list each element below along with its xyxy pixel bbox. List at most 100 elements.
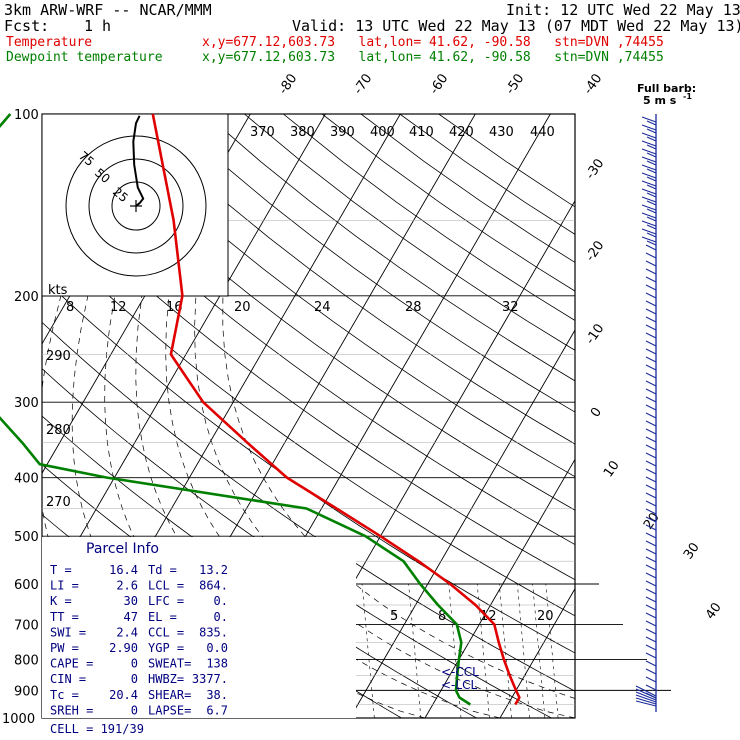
pressure-label: 500 bbox=[14, 530, 39, 545]
temperature-profile bbox=[151, 113, 521, 706]
wind-barb bbox=[645, 548, 657, 555]
wind-barb bbox=[646, 192, 657, 198]
dry-adiabat-line bbox=[49, 114, 575, 511]
wind-barb bbox=[641, 172, 657, 179]
parcel-param-label: K = bbox=[50, 594, 72, 608]
isotherm-label: 10 bbox=[601, 458, 623, 480]
moist-adiabat-line bbox=[194, 295, 575, 718]
wind-barb bbox=[645, 284, 657, 291]
barb-legend-line1: Full barb: bbox=[637, 82, 696, 95]
isotherm-label: -30 bbox=[583, 156, 607, 182]
parcel-cell: CELL = 191/39 bbox=[50, 722, 144, 736]
model-title: 3km ARW-WRF -- NCAR/MMM bbox=[4, 1, 212, 19]
wind-barb bbox=[641, 228, 657, 235]
parcel-param-value: 138 bbox=[206, 657, 228, 671]
wind-barb bbox=[646, 176, 657, 182]
valid-time: Valid: 13 UTC Wed 22 May 13 (07 MDT Wed … bbox=[292, 17, 740, 35]
wind-barb bbox=[641, 124, 657, 131]
mixing-ratio-label: 5 bbox=[390, 609, 398, 624]
mixing-ratio-label: 8 bbox=[438, 609, 446, 624]
parcel-param-value: 835. bbox=[199, 625, 228, 639]
wind-barb bbox=[646, 224, 657, 230]
dry-adiabat-line bbox=[88, 114, 575, 478]
temperature-info: x,y=677.12,603.73 lat,lon= 41.62, -90.58… bbox=[202, 35, 664, 50]
parcel-param-label: SWI = bbox=[50, 625, 86, 639]
parcel-param-label: TT = bbox=[50, 610, 79, 624]
wind-barb bbox=[646, 216, 657, 222]
wind-barb bbox=[645, 300, 657, 307]
moist-adiabat-line bbox=[222, 295, 575, 699]
wind-barb bbox=[645, 452, 657, 459]
wind-barb bbox=[645, 340, 657, 347]
dewpoint-info: x,y=677.12,603.73 lat,lon= 41.62, -90.58… bbox=[202, 50, 664, 65]
parcel-param-value: 38. bbox=[206, 688, 228, 702]
parcel-param-label: YGP = bbox=[148, 641, 184, 655]
wind-barb bbox=[641, 204, 657, 211]
mixing-ratio-line bbox=[498, 583, 512, 718]
wind-barb bbox=[635, 691, 657, 701]
isotherm-line bbox=[349, 329, 575, 718]
wind-barb bbox=[646, 152, 657, 158]
forecast-value: 1 h bbox=[84, 17, 112, 35]
wind-barb bbox=[635, 694, 657, 703]
wind-barb bbox=[645, 444, 657, 451]
wind-barb bbox=[645, 404, 657, 411]
wind-barb bbox=[645, 276, 657, 283]
parcel-param-value: 0. bbox=[214, 610, 228, 624]
parcel-param-value: 2.6 bbox=[116, 579, 138, 593]
wind-barb bbox=[641, 188, 657, 195]
isotherm-line bbox=[650, 114, 740, 718]
mixing-ratio-line bbox=[545, 583, 559, 718]
pressure-label: 700 bbox=[14, 618, 39, 633]
parcel-param-value: 20.4 bbox=[109, 688, 138, 702]
mixing-ratio-line bbox=[532, 583, 546, 718]
parcel-param-label: CAPE = bbox=[50, 657, 93, 671]
wind-barb bbox=[646, 160, 657, 166]
dry-adiabat-line bbox=[42, 145, 575, 545]
pressure-label: 100 bbox=[14, 108, 39, 123]
wind-barb bbox=[641, 196, 657, 203]
theta-label: 410 bbox=[409, 125, 434, 140]
temperature-legend: Temperature bbox=[6, 35, 93, 50]
wind-barb bbox=[645, 476, 657, 483]
mixing-ratio-line bbox=[361, 583, 375, 718]
isotherm-label: 40 bbox=[703, 600, 725, 622]
wind-barb bbox=[645, 356, 657, 363]
wind-barb bbox=[645, 380, 657, 387]
wind-barb bbox=[645, 436, 657, 443]
wind-barb bbox=[645, 588, 657, 595]
mixing-ratio-label: 20 bbox=[537, 609, 554, 624]
theta-label: 290 bbox=[46, 349, 71, 364]
dewpoint-legend: Dewpoint temperature bbox=[6, 50, 163, 65]
wind-barb bbox=[645, 252, 657, 259]
parcel-param-label: CCL = bbox=[148, 625, 184, 639]
dry-adiabat-line bbox=[321, 114, 575, 292]
pressure-label: 1000 bbox=[2, 712, 35, 727]
wind-barb bbox=[645, 644, 657, 651]
wind-barb bbox=[646, 208, 657, 214]
parcel-param-value: 0.0 bbox=[206, 641, 228, 655]
wind-barb bbox=[646, 240, 657, 246]
parcel-param-label: HWBZ= bbox=[148, 672, 184, 686]
mixing-ratio-label: 8 bbox=[66, 300, 74, 315]
parcel-param-value: 47 bbox=[124, 610, 138, 624]
theta-label: 280 bbox=[46, 423, 71, 438]
isotherm-label: -40 bbox=[581, 71, 605, 97]
theta-label: 420 bbox=[449, 125, 474, 140]
parcel-param-label: Tc = bbox=[50, 688, 79, 702]
isotherm-label: 0 bbox=[588, 405, 605, 420]
isotherm-line bbox=[725, 114, 740, 718]
parcel-param-label: Td = bbox=[148, 563, 177, 577]
pressure-label: 800 bbox=[14, 653, 39, 668]
init-time: Init: 12 UTC Wed 22 May 13 bbox=[506, 1, 740, 19]
wind-barb bbox=[645, 564, 657, 571]
wind-barb bbox=[645, 244, 657, 251]
wind-barb bbox=[641, 156, 657, 163]
wind-barb bbox=[645, 420, 657, 427]
hodograph-ring bbox=[88, 158, 184, 254]
parcel-param-value: 0 bbox=[131, 703, 138, 717]
wind-barb bbox=[645, 516, 657, 523]
wind-barb bbox=[645, 468, 657, 475]
wind-barb bbox=[641, 236, 657, 243]
wind-barb bbox=[645, 268, 657, 275]
